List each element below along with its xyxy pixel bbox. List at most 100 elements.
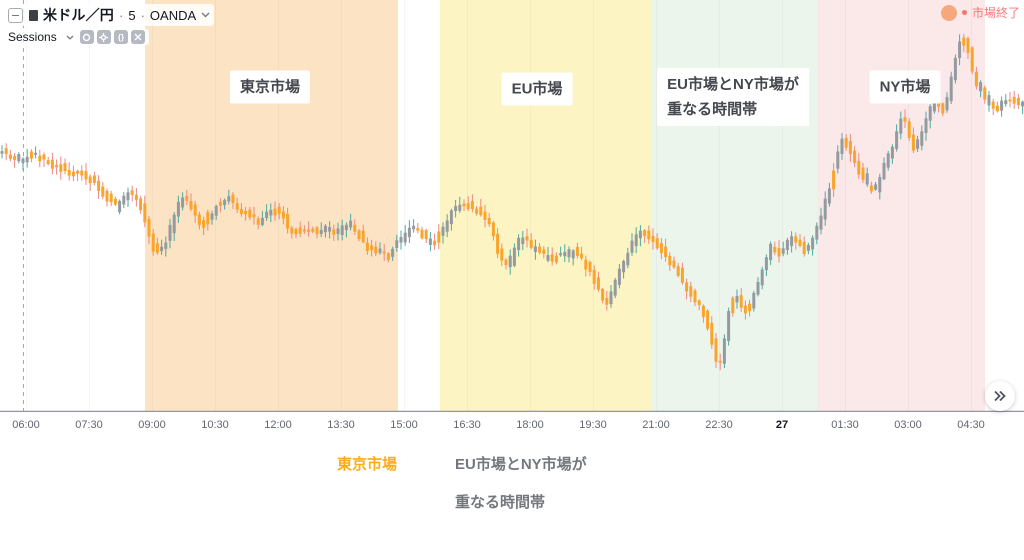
candle <box>580 253 584 259</box>
svg-text:{}: {} <box>118 33 124 42</box>
candle <box>92 175 96 183</box>
candle <box>798 239 802 246</box>
candle <box>412 225 416 230</box>
candle <box>508 255 512 268</box>
candle <box>101 186 105 197</box>
session-status-circle-icon[interactable] <box>940 4 957 21</box>
candle <box>924 118 928 133</box>
source-code-icon[interactable]: {} <box>113 30 128 44</box>
candle <box>59 164 63 172</box>
candle <box>399 237 403 243</box>
candle <box>239 209 243 214</box>
candle <box>538 246 542 253</box>
candle <box>139 198 143 211</box>
candle <box>869 185 873 192</box>
candle <box>424 230 428 240</box>
candle <box>349 220 353 228</box>
candle <box>546 255 550 261</box>
provider-name[interactable]: OANDA <box>149 7 197 23</box>
candle <box>613 279 617 296</box>
session-zone-label: EU市場 <box>501 72 573 106</box>
candle <box>462 203 466 207</box>
candle <box>126 192 130 201</box>
time-tick-label: 27 <box>775 419 789 431</box>
candle <box>1000 100 1004 111</box>
session-zone <box>440 0 651 411</box>
time-tick-label: 13:30 <box>327 419 355 431</box>
candle <box>113 198 117 205</box>
chevron-down-icon[interactable] <box>66 35 74 40</box>
candle <box>995 105 999 112</box>
indicator-name[interactable]: Sessions <box>8 30 57 44</box>
time-tick-label: 07:30 <box>75 419 103 431</box>
legend-collapse-button[interactable] <box>8 7 23 23</box>
candle <box>647 230 651 240</box>
candle <box>445 220 449 232</box>
candle <box>252 214 256 218</box>
candle <box>815 225 819 240</box>
candle <box>781 248 785 254</box>
time-tick-label: 15:00 <box>390 419 418 431</box>
candle <box>420 229 424 239</box>
candle <box>151 233 155 252</box>
candle <box>529 240 533 248</box>
candle <box>773 246 777 253</box>
candle <box>315 227 319 234</box>
candle <box>281 211 285 219</box>
candle <box>38 155 42 162</box>
candle <box>878 177 882 193</box>
candle <box>626 252 630 266</box>
candle <box>886 153 890 168</box>
candle <box>840 138 844 154</box>
candlestick-chart[interactable] <box>0 0 1024 412</box>
candle <box>554 255 558 263</box>
candle <box>760 269 764 286</box>
candle <box>596 277 600 290</box>
session-zone <box>817 0 985 411</box>
gridlines <box>26 0 972 411</box>
candle <box>571 250 575 259</box>
symbol-legend-row: 米ドル／円 · 5 · OANDA <box>6 4 215 26</box>
interval-value[interactable]: 5 <box>128 7 136 23</box>
candle <box>105 190 109 202</box>
settings-gear-icon[interactable] <box>96 30 111 44</box>
candle <box>130 190 134 195</box>
time-tick-label: 21:00 <box>642 419 670 431</box>
candle <box>244 210 248 215</box>
candle <box>29 151 33 159</box>
candle <box>273 208 277 216</box>
remove-icon[interactable] <box>130 30 145 44</box>
market-status-label: 市場終了 <box>971 6 1020 20</box>
candles-series <box>0 33 1024 371</box>
candle <box>794 236 798 243</box>
candle <box>865 173 869 185</box>
candle <box>525 236 529 241</box>
candle <box>638 230 642 239</box>
candle <box>160 246 164 252</box>
visibility-icon[interactable] <box>79 30 94 44</box>
candle <box>651 235 655 243</box>
candle <box>680 267 684 283</box>
candle <box>668 255 672 266</box>
candle <box>55 164 59 168</box>
candle <box>643 230 647 237</box>
time-axis[interactable]: 06:00 07:30 09:00 10:30 12:00 13:30 15:00 16:30… <box>0 412 1024 438</box>
candle <box>550 254 554 262</box>
candle <box>319 229 323 235</box>
candle <box>277 206 281 214</box>
symbol-title[interactable]: 米ドル／円 <box>43 7 114 23</box>
time-tick-label: 19:30 <box>579 419 607 431</box>
candle <box>890 146 894 159</box>
goto-realtime-button[interactable] <box>985 381 1015 411</box>
candle <box>916 139 920 149</box>
candle <box>714 338 718 362</box>
candle <box>517 237 521 251</box>
candle <box>634 234 638 247</box>
candle <box>685 282 689 292</box>
chevron-down-icon[interactable] <box>201 12 210 18</box>
candle <box>269 209 273 216</box>
candle <box>147 219 151 237</box>
session-zone <box>651 0 817 411</box>
candle <box>756 281 760 295</box>
candle <box>248 209 252 218</box>
